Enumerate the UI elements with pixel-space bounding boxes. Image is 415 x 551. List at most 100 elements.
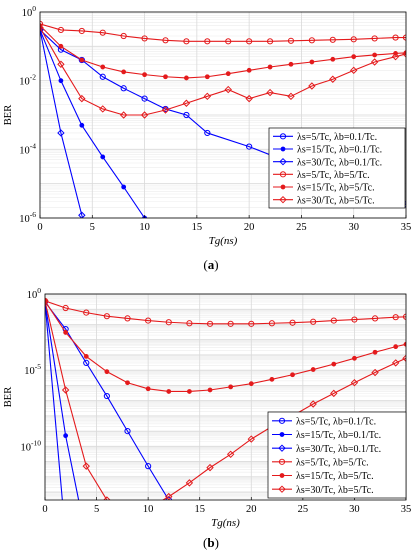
data-point xyxy=(248,381,254,387)
data-point xyxy=(124,315,131,322)
y-tick-label: 10-2 xyxy=(19,73,36,88)
legend-label: λs=5/Tc, λb=5/Tc. xyxy=(297,170,370,181)
data-point xyxy=(204,38,211,45)
x-axis-label: Tg(ns) xyxy=(209,235,238,247)
data-point xyxy=(140,111,149,119)
data-point xyxy=(330,389,338,398)
data-point xyxy=(204,129,211,137)
data-point xyxy=(278,444,286,452)
data-point xyxy=(351,54,357,60)
data-point xyxy=(82,462,90,470)
data-point xyxy=(78,27,85,35)
legend-entry: λs=30/Tc, λb=0.1/Tc. xyxy=(272,444,381,455)
data-point xyxy=(308,37,315,44)
data-point xyxy=(103,496,111,500)
legend-box xyxy=(268,127,406,209)
data-point xyxy=(350,66,358,75)
x-axis-label: Tg(ns) xyxy=(211,517,240,529)
data-point xyxy=(124,428,131,435)
data-point xyxy=(269,376,275,382)
data-point xyxy=(224,85,232,94)
series-line xyxy=(40,23,406,42)
data-point xyxy=(287,92,295,101)
data-point xyxy=(58,43,64,49)
legend-entry: λs=30/Tc, λb=5/Tc. xyxy=(272,485,374,496)
data-point xyxy=(204,74,210,80)
legend: λs=5/Tc, λb=0.1/Tc.λs=15/Tc, λb=0.1/Tc.λ… xyxy=(267,411,407,499)
legend: λs=5/Tc, λb=0.1/Tc.λs=15/Tc, λb=0.1/Tc.λ… xyxy=(268,127,406,209)
x-tick-label: 10 xyxy=(143,504,154,515)
data-point xyxy=(246,143,253,150)
data-point xyxy=(393,344,399,350)
series-3 xyxy=(40,26,86,218)
panel-label-a: (a) xyxy=(203,257,219,272)
data-point xyxy=(331,361,337,367)
legend-entry: λs=5/Tc, λb=0.1/Tc. xyxy=(272,416,376,427)
legend-entry: λs=15/Tc, λb=5/Tc. xyxy=(272,471,374,482)
data-point xyxy=(392,314,399,321)
data-point xyxy=(329,36,336,43)
data-point xyxy=(227,320,234,327)
data-point xyxy=(104,369,110,375)
axes-frame xyxy=(39,11,407,219)
data-point xyxy=(391,359,400,367)
data-point xyxy=(145,317,152,324)
data-point xyxy=(310,318,317,325)
x-tick-label: 5 xyxy=(94,504,99,515)
data-point xyxy=(278,485,286,493)
data-point xyxy=(183,111,190,119)
legend-label: λs=15/Tc, λb=5/Tc. xyxy=(296,471,374,482)
data-point xyxy=(145,463,152,470)
legend-label: λs=30/Tc, λb=5/Tc. xyxy=(296,485,374,496)
data-point xyxy=(78,211,86,218)
data-point xyxy=(266,88,274,97)
data-point xyxy=(103,392,110,400)
y-tick-label: 10-10 xyxy=(21,438,42,453)
data-point xyxy=(165,319,172,326)
y-tick-label: 100 xyxy=(27,286,42,301)
data-point xyxy=(402,354,406,363)
data-point xyxy=(203,92,212,101)
data-point xyxy=(141,95,148,102)
series-line xyxy=(40,29,84,218)
data-point xyxy=(308,82,316,90)
y-tick-label: 10-4 xyxy=(19,141,36,156)
x-tick-label: 20 xyxy=(244,222,255,233)
data-point xyxy=(371,368,379,377)
data-point xyxy=(83,354,89,359)
data-point xyxy=(207,387,213,393)
data-point xyxy=(206,320,214,327)
data-point xyxy=(309,400,317,408)
data-point xyxy=(330,317,337,324)
data-point xyxy=(278,417,286,424)
legend-label: λs=30/Tc, λb=5/Tc. xyxy=(297,195,375,206)
data-point xyxy=(83,309,90,316)
x-tick-label: 30 xyxy=(348,222,359,233)
data-point xyxy=(246,67,252,73)
x-tick-label: 35 xyxy=(401,504,412,515)
legend-label: λs=5/Tc, λb=5/Tc. xyxy=(296,457,369,468)
data-point xyxy=(141,35,148,42)
data-point xyxy=(289,319,296,326)
panel-label-b: (b) xyxy=(203,535,219,550)
data-point xyxy=(371,35,378,42)
legend-label: λs=30/Tc, λb=0.1/Tc. xyxy=(297,157,382,168)
data-point xyxy=(206,463,214,472)
legend-entry: λs=5/Tc, λb=0.1/Tc. xyxy=(273,132,377,143)
data-point xyxy=(187,520,192,525)
x-tick-label: 25 xyxy=(298,504,309,515)
axes-frame xyxy=(44,293,407,501)
data-point xyxy=(288,61,294,67)
data-point xyxy=(351,316,358,323)
x-tick-label: 0 xyxy=(37,222,42,233)
data-point xyxy=(99,105,107,113)
data-point xyxy=(83,359,90,366)
data-point xyxy=(226,450,235,459)
data-point xyxy=(279,432,285,437)
legend-label: λs=5/Tc, λb=0.1/Tc. xyxy=(296,416,376,427)
data-point xyxy=(186,320,193,327)
data-point xyxy=(350,36,357,43)
data-point xyxy=(166,389,172,394)
data-point xyxy=(121,69,127,75)
